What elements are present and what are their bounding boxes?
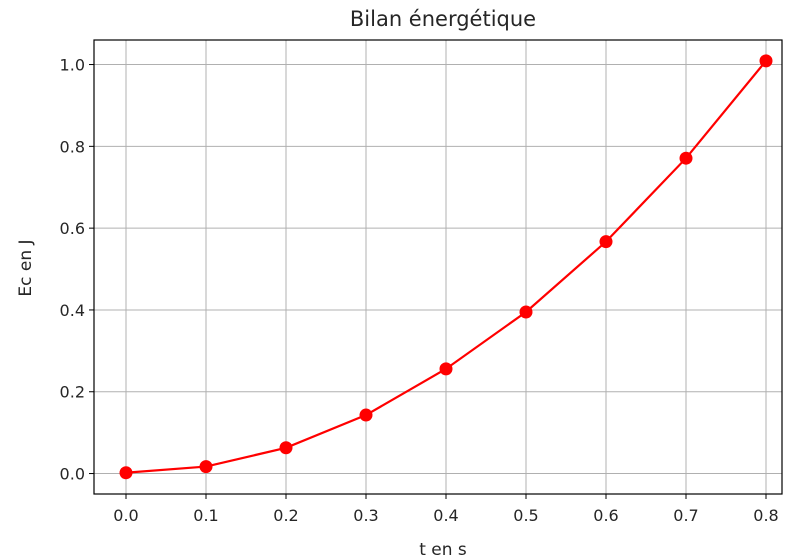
y-tick-label: 0.0 — [60, 465, 85, 484]
x-tick-label: 0.3 — [353, 506, 378, 525]
series-layer — [119, 54, 773, 480]
data-point — [359, 408, 373, 422]
x-axis-label: t en s — [419, 540, 467, 560]
data-point — [279, 441, 293, 455]
x-tick-label: 0.6 — [593, 506, 618, 525]
x-tick-label: 0.8 — [753, 506, 778, 525]
x-tick-label: 0.4 — [433, 506, 458, 525]
chart-title: Bilan énergétique — [350, 7, 536, 31]
x-tick-label: 0.7 — [673, 506, 698, 525]
x-tick-label: 0.1 — [193, 506, 218, 525]
y-tick-label: 1.0 — [60, 56, 85, 75]
y-tick-label: 0.8 — [60, 137, 85, 156]
data-point — [519, 305, 533, 319]
data-point — [199, 460, 213, 474]
x-tick-label: 0.0 — [113, 506, 138, 525]
x-tick-label: 0.5 — [513, 506, 538, 525]
x-tick-label: 0.2 — [273, 506, 298, 525]
y-tick-label: 0.2 — [60, 383, 85, 402]
y-tick-label: 0.4 — [60, 301, 85, 320]
ticks: 0.0 0.1 0.2 0.3 0.4 0.5 0.6 0.7 0.8 0.0 0.2 0.4 0.6 0… — [60, 56, 779, 525]
grid — [94, 40, 782, 494]
data-point — [439, 362, 453, 376]
data-point — [759, 54, 773, 68]
plot-frame — [93, 39, 783, 495]
data-point — [599, 235, 613, 249]
y-axis-label: Ec en J — [16, 239, 36, 296]
y-tick-label: 0.6 — [60, 219, 85, 238]
data-point — [679, 151, 693, 165]
data-point — [119, 466, 133, 480]
